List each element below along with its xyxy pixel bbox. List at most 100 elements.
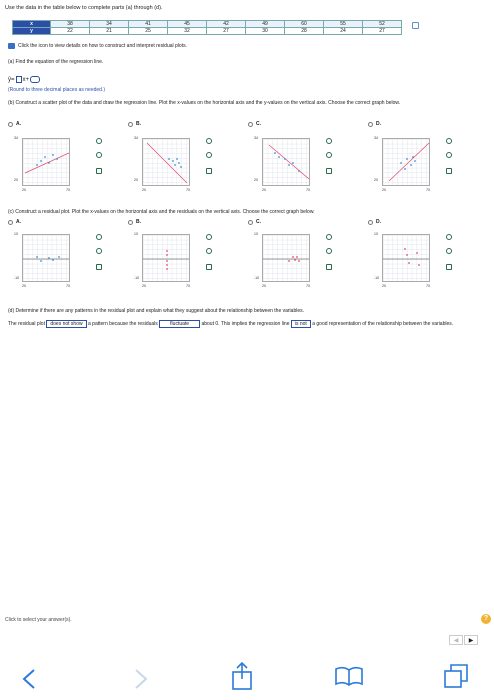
prev-button[interactable]: ◀ [449, 635, 463, 645]
table-cell: 28 [284, 27, 324, 35]
option-label: D. [376, 219, 381, 225]
axis-tick-label: 34 [254, 136, 258, 140]
axis-tick-label: 70 [426, 188, 430, 192]
residual-plot-svg [143, 250, 189, 270]
data-point [418, 264, 420, 266]
axis-tick-label: 20 [382, 284, 386, 288]
radio-button[interactable] [128, 121, 133, 127]
zoom-out-icon[interactable] [96, 152, 102, 158]
share-icon[interactable] [232, 662, 252, 690]
radio-button[interactable] [8, 219, 13, 225]
axis-tick-label: 20 [22, 284, 26, 288]
zoom-out-icon[interactable] [326, 248, 332, 254]
radio-button[interactable] [368, 121, 373, 127]
help-line[interactable]: Click the icon to view details on how to… [8, 43, 187, 49]
zoom-out-icon[interactable] [206, 248, 212, 254]
option-b-b[interactable]: B. [128, 121, 141, 127]
slope-input[interactable] [15, 76, 22, 83]
book-icon[interactable] [8, 43, 15, 49]
x-plus-label: x+ [22, 76, 30, 83]
data-point [52, 259, 54, 261]
option-c-d[interactable]: D. [368, 219, 381, 225]
zoom-in-icon[interactable] [96, 138, 102, 144]
external-link-icon[interactable] [96, 264, 102, 270]
pattern-dropdown[interactable]: does not show [46, 320, 87, 328]
external-link-icon[interactable] [206, 264, 212, 270]
option-label: A. [16, 121, 21, 127]
option-b-d[interactable]: D. [368, 121, 381, 127]
table-cell: 22 [50, 27, 90, 35]
external-link-icon[interactable] [446, 168, 452, 174]
radio-button[interactable] [128, 219, 133, 225]
intercept-input[interactable] [30, 76, 41, 83]
data-point [44, 156, 46, 158]
axis-tick-label: 20 [374, 178, 378, 182]
line-dropdown[interactable]: is not [290, 320, 311, 328]
table-cell: 49 [245, 20, 285, 28]
regression-equation: ŷ= x+ [8, 76, 41, 83]
axis-tick-label: 70 [306, 188, 310, 192]
zoom-out-icon[interactable] [446, 152, 452, 158]
option-c-a[interactable]: A. [8, 219, 21, 225]
radio-button[interactable] [8, 121, 13, 127]
zoom-in-icon[interactable] [206, 234, 212, 240]
external-link-icon[interactable] [326, 264, 332, 270]
y-hat-label: ŷ= [8, 76, 15, 83]
zoom-in-icon[interactable] [446, 138, 452, 144]
zoom-in-icon[interactable] [206, 138, 212, 144]
part-b-prompt: (b) Construct a scatter plot of the data… [8, 100, 401, 106]
axis-tick-label: 20 [22, 188, 26, 192]
help-text[interactable]: Click the icon to view details on how to… [18, 43, 187, 49]
bookmarks-icon[interactable] [334, 666, 364, 686]
data-table: x 38 34 41 45 42 49 60 55 52 y 22 21 25 … [12, 20, 402, 35]
axis-tick-label: 10 [14, 232, 18, 236]
table-cell: 27 [362, 27, 402, 35]
data-point [404, 168, 406, 170]
zoom-in-icon[interactable] [446, 234, 452, 240]
axis-tick-label: 20 [382, 188, 386, 192]
residuals-dropdown[interactable]: fluctuate [159, 320, 201, 328]
tabs-icon[interactable] [444, 664, 468, 688]
zoom-in-icon[interactable] [326, 138, 332, 144]
radio-button[interactable] [248, 219, 253, 225]
radio-button[interactable] [368, 219, 373, 225]
help-icon[interactable]: ? [481, 614, 491, 624]
axis-tick-label: 20 [262, 188, 266, 192]
copy-icon[interactable] [412, 22, 419, 29]
axis-tick-label: 10 [254, 232, 258, 236]
zoom-out-icon[interactable] [326, 152, 332, 158]
axis-tick-label: 20 [142, 284, 146, 288]
data-point [58, 256, 60, 258]
table-cell: 42 [206, 20, 246, 28]
y-header: y [12, 27, 51, 35]
option-b-a[interactable]: A. [8, 121, 21, 127]
external-link-icon[interactable] [326, 168, 332, 174]
option-c-c[interactable]: C. [248, 219, 261, 225]
back-icon[interactable] [22, 668, 36, 690]
zoom-out-icon[interactable] [96, 248, 102, 254]
zoom-out-icon[interactable] [206, 152, 212, 158]
zoom-in-icon[interactable] [326, 234, 332, 240]
data-point [406, 254, 408, 256]
external-link-icon[interactable] [206, 168, 212, 174]
zoom-out-icon[interactable] [446, 248, 452, 254]
data-point [292, 256, 294, 258]
data-point [274, 152, 276, 154]
residual-graph-a: 10 -10 20 70 [14, 232, 124, 294]
zoom-in-icon[interactable] [96, 234, 102, 240]
option-c-b[interactable]: B. [128, 219, 141, 225]
axis-tick-label: 20 [134, 178, 138, 182]
residual-plot [142, 234, 190, 282]
data-point [296, 256, 298, 258]
forward-icon[interactable] [134, 668, 148, 690]
radio-button[interactable] [248, 121, 253, 127]
data-point [174, 164, 176, 166]
x-header: x [12, 20, 51, 28]
external-link-icon[interactable] [96, 168, 102, 174]
next-button[interactable]: ▶ [464, 635, 478, 645]
data-point [36, 164, 38, 166]
residual-graph-d: 10 -10 20 70 [374, 232, 484, 294]
external-link-icon[interactable] [446, 264, 452, 270]
scatter-plot-svg [268, 144, 309, 180]
option-b-c[interactable]: C. [248, 121, 261, 127]
